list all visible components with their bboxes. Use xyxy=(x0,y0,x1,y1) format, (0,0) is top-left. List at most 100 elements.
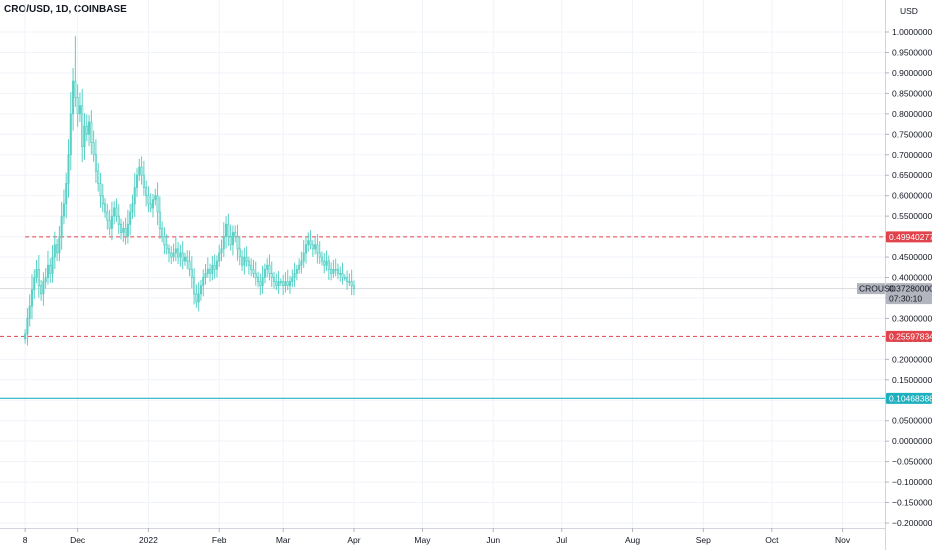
candle-body xyxy=(190,268,193,278)
candle-body xyxy=(229,236,232,246)
candle-body xyxy=(314,244,317,250)
candle-body xyxy=(44,277,47,282)
candle-body xyxy=(53,244,56,258)
candle-body xyxy=(241,256,244,266)
candle-body xyxy=(282,281,285,287)
candle-body xyxy=(252,268,255,274)
candle-body xyxy=(275,281,278,287)
candle-body xyxy=(183,256,186,262)
candle-body xyxy=(199,285,202,295)
upper-level-tag-bg xyxy=(886,231,932,243)
candle-body xyxy=(138,166,141,176)
candle-body xyxy=(40,285,43,295)
candle-body xyxy=(259,281,262,287)
last-price-tag: 0.37280000 xyxy=(889,284,932,294)
candles xyxy=(24,36,355,346)
candle-body xyxy=(300,260,303,266)
x-tick-label: Dec xyxy=(70,535,86,545)
candle-body xyxy=(304,244,308,254)
horizontal-lines xyxy=(0,236,885,399)
candle-body xyxy=(284,281,287,287)
candle-body xyxy=(104,203,107,213)
candle-body xyxy=(58,236,61,254)
candle-body xyxy=(147,195,150,205)
candle-body xyxy=(343,277,346,279)
price-tags: 0.49940277 0.25597834 0.10468388 0.37280000… xyxy=(857,231,932,404)
candle-body xyxy=(302,252,305,262)
x-tick-label: Apr xyxy=(347,535,360,545)
candle-body xyxy=(352,285,355,289)
candle-body xyxy=(97,170,100,184)
lower-level-tag: 0.25597834 xyxy=(889,331,932,341)
candle-body xyxy=(158,211,161,229)
candle-body xyxy=(195,293,198,303)
candle-body xyxy=(156,195,159,213)
candle-body xyxy=(92,142,95,156)
lower-level-tag-bg xyxy=(886,330,932,342)
x-tick-label: May xyxy=(414,535,431,545)
candle-body xyxy=(46,264,49,278)
candle-body xyxy=(170,252,173,258)
candle-body xyxy=(330,268,333,274)
x-tick-label: Oct xyxy=(765,535,779,545)
candle-body xyxy=(220,248,223,254)
candle-body xyxy=(245,256,248,262)
last-price-tag-countdown: 07:30:10 xyxy=(889,294,922,304)
candle-body xyxy=(161,227,164,237)
candle-body xyxy=(76,97,79,115)
candle-body xyxy=(227,223,230,237)
candle-body xyxy=(83,125,86,147)
candle-body xyxy=(206,268,209,274)
candle-body xyxy=(115,207,118,217)
candle-body xyxy=(101,195,104,205)
x-tick-label: Jun xyxy=(486,535,500,545)
candle-body xyxy=(179,252,182,258)
candle-body xyxy=(320,256,324,262)
x-tick-label: Nov xyxy=(835,535,851,545)
candle-body xyxy=(257,277,260,282)
candle-body xyxy=(24,333,27,340)
candle-body xyxy=(263,268,266,278)
candle-body xyxy=(218,252,221,262)
candle-body xyxy=(72,80,75,115)
candle-body xyxy=(167,248,171,254)
upper-level-tag: 0.49940277 xyxy=(889,232,932,242)
candle-body xyxy=(209,268,212,274)
candle-body xyxy=(94,154,97,172)
candle-body xyxy=(298,264,301,270)
y-tick-label: −0.10000000 xyxy=(892,477,932,487)
candle-body xyxy=(124,227,127,237)
candle-body xyxy=(177,248,180,258)
candle-body xyxy=(327,260,330,270)
candle-body xyxy=(231,232,234,246)
candle-body xyxy=(197,293,200,303)
candle-body xyxy=(332,268,335,274)
candle-body xyxy=(277,281,280,287)
candle-body xyxy=(334,268,337,271)
support-line-tag: 0.10468388 xyxy=(889,393,932,403)
candle-body xyxy=(341,273,344,278)
candle-body xyxy=(149,203,152,209)
candle-body xyxy=(106,211,109,221)
candle-body xyxy=(211,264,214,274)
candle-body xyxy=(181,252,184,262)
candle-body xyxy=(350,281,353,287)
candle-body xyxy=(204,273,207,278)
x-tick-label: Aug xyxy=(625,535,640,545)
candle-body xyxy=(30,289,33,307)
candle-body xyxy=(126,223,129,237)
candle-body xyxy=(236,236,239,250)
candle-body xyxy=(117,215,120,225)
candle-body xyxy=(28,305,31,319)
